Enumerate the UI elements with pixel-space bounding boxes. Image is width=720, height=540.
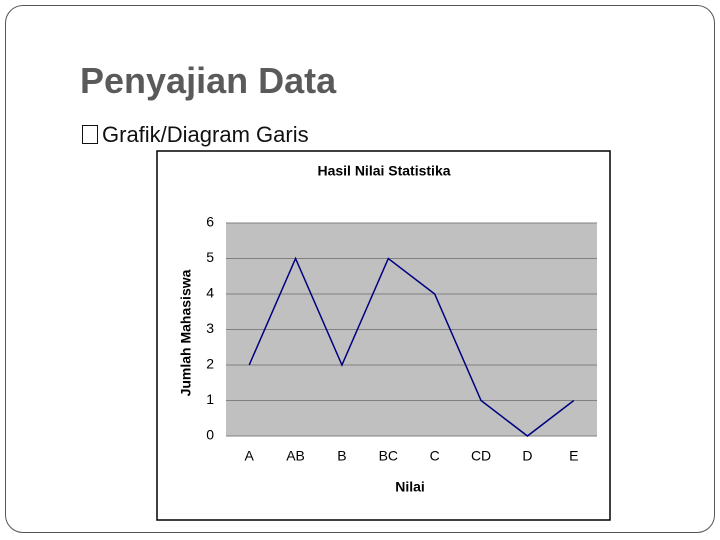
y-tick-label: 3 bbox=[206, 320, 214, 336]
x-tick-label: D bbox=[522, 448, 532, 464]
bullet-item: Grafik/Diagram Garis bbox=[82, 122, 309, 148]
x-tick-label: C bbox=[430, 448, 440, 464]
x-tick-label: AB bbox=[286, 448, 305, 464]
x-tick-label: B bbox=[337, 448, 346, 464]
slide-title: Penyajian Data bbox=[80, 60, 337, 101]
y-tick-label: 6 bbox=[206, 214, 214, 230]
y-tick-label: 0 bbox=[206, 427, 214, 443]
y-tick-label: 1 bbox=[206, 391, 214, 407]
slide-frame bbox=[5, 5, 715, 533]
chart-title: Hasil Nilai Statistika bbox=[317, 163, 450, 179]
bullet-icon bbox=[82, 125, 98, 144]
x-axis-title: Nilai bbox=[395, 479, 425, 495]
bullet-text: Grafik/Diagram Garis bbox=[102, 122, 309, 147]
x-tick-label: BC bbox=[379, 448, 398, 464]
y-tick-label: 2 bbox=[206, 356, 214, 372]
data-line bbox=[248, 256, 575, 437]
y-axis-title: Jumlah Mahasiswa bbox=[178, 269, 194, 396]
x-tick-label: A bbox=[245, 448, 255, 464]
y-tick-label: 5 bbox=[206, 249, 214, 265]
y-tick-label: 4 bbox=[206, 285, 214, 301]
x-tick-label: CD bbox=[471, 448, 491, 464]
x-tick-label: E bbox=[569, 448, 578, 464]
